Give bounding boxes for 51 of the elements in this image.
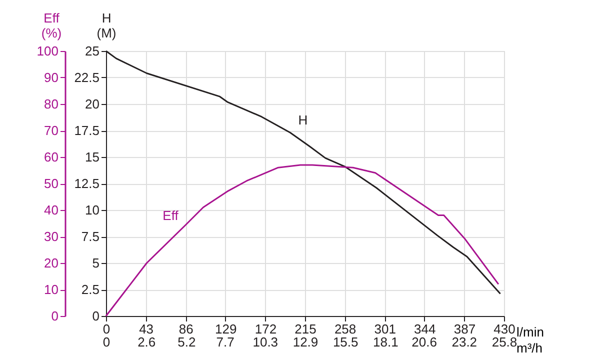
- y-tick-label: 5: [92, 256, 100, 270]
- y-tick-label: 12.5: [74, 176, 100, 191]
- y-tick-label: 2.5: [81, 282, 100, 297]
- x-tick-label: 86: [178, 322, 194, 336]
- y-tick-label: 15: [85, 150, 100, 164]
- x2-tick-label: 5.2: [178, 334, 196, 350]
- y-tick-label: 17.5: [74, 123, 100, 138]
- x-tick-label: 344: [414, 322, 436, 336]
- x-tick-label: 215: [294, 322, 316, 336]
- x-tick-label: 129: [215, 322, 237, 336]
- y2-tick-label: 30: [44, 229, 58, 244]
- line-series: [105, 164, 500, 317]
- series-label: H: [298, 112, 308, 128]
- x-tick-label: 43: [139, 322, 154, 336]
- x2-tick-label: 23.2: [452, 334, 478, 350]
- y2-tick-label: 20: [44, 256, 58, 270]
- x-tick-label: 172: [254, 322, 277, 336]
- y2-tick-label: 80: [44, 96, 58, 112]
- x2-tick-label: 0: [102, 334, 110, 350]
- series-label: Eff: [162, 208, 179, 223]
- x-tick-label: 301: [374, 322, 396, 336]
- x2-tick-label: 25.8: [492, 334, 518, 350]
- x2-tick-label: 20.6: [412, 334, 437, 350]
- y2-tick-label: 50: [44, 176, 58, 191]
- y2-tick-label: 60: [44, 150, 58, 164]
- x-axis-title: l/min: [516, 324, 544, 340]
- y-axis-title: H (M): [96, 10, 116, 40]
- x2-tick-label: 18.1: [373, 334, 398, 350]
- y-tick-label: 20: [85, 96, 100, 112]
- x2-tick-label: 7.7: [216, 334, 234, 350]
- y-tick-label: 10: [85, 202, 100, 218]
- y-tick-label: 25: [85, 44, 100, 58]
- y-tick-label: 7.5: [81, 229, 100, 244]
- x-tick-label: 430: [494, 322, 516, 336]
- x2-axis-title: m³/h: [516, 340, 542, 356]
- y2-tick-label: 90: [44, 70, 58, 85]
- y2-axis-title: Eff (%): [41, 10, 62, 40]
- x2-tick-label: 2.6: [138, 334, 156, 350]
- y2-tick-label: 40: [44, 202, 58, 218]
- x-tick-label: 387: [454, 322, 476, 336]
- x2-tick-label: 10.3: [252, 334, 278, 350]
- y2-tick-label: 70: [44, 123, 58, 138]
- x-tick-label: 0: [102, 322, 110, 336]
- x2-tick-label: 15.5: [332, 334, 358, 350]
- y-tick-label: 0: [92, 308, 100, 324]
- y2-tick-label: 10: [44, 282, 58, 297]
- y2-tick-label: 100: [36, 44, 58, 58]
- x-tick-label: 258: [334, 322, 356, 336]
- y-tick-label: 22.5: [74, 70, 100, 85]
- y2-tick-label: 0: [51, 308, 58, 324]
- x2-tick-label: 12.9: [292, 334, 318, 350]
